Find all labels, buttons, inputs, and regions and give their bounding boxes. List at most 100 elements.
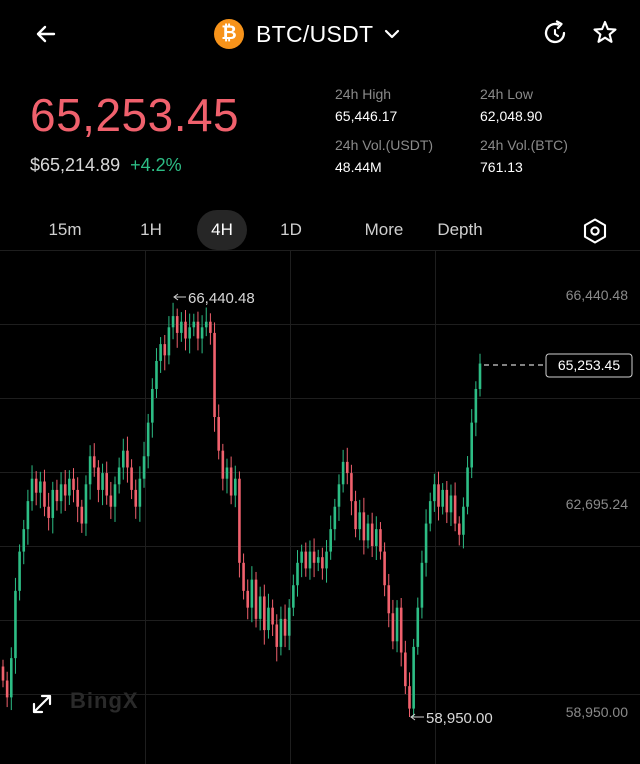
candle-body	[5, 680, 9, 698]
candle-body	[354, 501, 357, 530]
chevron-down-icon	[385, 29, 400, 39]
candle-body	[55, 489, 59, 502]
axis-label-top: 66,440.48	[566, 287, 628, 303]
last-price: 65,253.45	[30, 89, 240, 141]
candle-body	[155, 360, 158, 389]
candle-body	[292, 585, 295, 608]
candle-body	[138, 478, 142, 507]
interval-tabs: 15m 1H 4H 1D More Depth	[0, 210, 640, 252]
candle-body	[43, 481, 46, 507]
candle-body	[341, 461, 345, 485]
candle-body	[51, 489, 55, 518]
candle-body	[134, 489, 138, 507]
candle-body	[113, 484, 117, 507]
tab-15m[interactable]: 15m	[48, 220, 82, 239]
candle-body	[420, 562, 424, 608]
tab-depth[interactable]: Depth	[437, 220, 483, 239]
change-percent: +4.2%	[130, 155, 182, 175]
candle-body	[316, 557, 320, 563]
candle-body	[391, 613, 395, 642]
candle-body	[453, 495, 457, 524]
candle-body	[238, 478, 241, 563]
candle-body	[63, 484, 67, 496]
candle-body	[466, 467, 469, 507]
tab-4h[interactable]: 4H	[197, 210, 247, 250]
candle-body	[221, 450, 225, 479]
stat-label: 24h Vol.(USDT)	[335, 137, 434, 153]
candle-body	[246, 590, 250, 608]
candle-body	[26, 501, 30, 530]
pair-selector[interactable]: ₿ BTC/USDT	[214, 16, 401, 52]
candle-body	[399, 607, 403, 653]
candle-body	[445, 489, 449, 513]
candle-body	[204, 321, 208, 328]
candle-body	[1, 666, 5, 681]
candle-body	[47, 506, 50, 518]
stat-24h-low: 24h Low 62,048.90	[480, 86, 542, 124]
candle-body	[379, 529, 382, 552]
price-sub: $65,214.89 +4.2%	[30, 155, 182, 176]
stat-24h-high: 24h High 65,446.17	[335, 86, 397, 124]
back-arrow-icon[interactable]	[30, 18, 62, 50]
candle-body	[424, 523, 428, 563]
candle-body	[474, 388, 478, 423]
candle-body	[109, 495, 113, 507]
tab-1d[interactable]: 1D	[280, 220, 302, 239]
price-chart[interactable]: 66,440.48 62,695.24 58,950.00 66,440.48 …	[0, 250, 640, 764]
tab-more[interactable]: More	[364, 220, 404, 239]
stat-value: 761.13	[480, 159, 523, 175]
candle-body	[188, 327, 191, 339]
candle-body	[283, 618, 287, 636]
candle-body	[200, 327, 204, 339]
candle-body	[321, 557, 324, 569]
candle-body	[171, 316, 175, 328]
candle-body	[233, 478, 237, 496]
candle-body	[130, 467, 133, 490]
candle-body	[126, 450, 129, 468]
candle-body	[117, 467, 121, 485]
candle-body	[375, 529, 378, 546]
bingx-watermark: BingX	[70, 688, 139, 713]
candle-body	[478, 363, 482, 389]
candle-body	[416, 607, 420, 647]
stat-24h-vol-usdt: 24h Vol.(USDT) 48.44M	[335, 137, 433, 175]
candle-body	[449, 495, 453, 513]
candle-body	[121, 450, 125, 468]
candle-body	[433, 484, 436, 502]
candle-body	[263, 596, 266, 631]
candle-body	[437, 484, 440, 507]
refresh-icon[interactable]	[540, 18, 570, 48]
candle-body	[14, 590, 17, 659]
candle-body	[404, 652, 407, 687]
stat-label: 24h High	[335, 86, 392, 102]
chart-grid	[0, 250, 640, 764]
candle-body	[337, 484, 341, 507]
candle-body	[146, 422, 150, 457]
candle-body	[250, 579, 254, 608]
candle-body	[88, 456, 92, 485]
candle-body	[258, 596, 262, 619]
candle-body	[196, 321, 200, 339]
expand-icon[interactable]	[28, 690, 56, 718]
candle-body	[142, 456, 146, 479]
stat-value: 48.44M	[335, 159, 382, 175]
candle-body	[462, 506, 465, 535]
candle-body	[68, 478, 71, 496]
stat-value: 62,048.90	[480, 108, 543, 124]
candle-body	[163, 344, 167, 356]
candle-body	[97, 467, 100, 490]
candle-body	[395, 607, 399, 642]
star-icon[interactable]	[590, 18, 620, 48]
axis-label-mid: 62,695.24	[566, 496, 628, 512]
chart-settings-icon[interactable]	[580, 216, 610, 246]
candle-body	[59, 484, 63, 502]
candle-body	[308, 551, 312, 569]
candle-body	[175, 316, 179, 333]
bitcoin-icon: ₿	[214, 19, 244, 49]
candle-body	[267, 607, 270, 631]
tab-1h[interactable]: 1H	[140, 220, 162, 239]
header: ₿ BTC/USDT	[0, 0, 640, 68]
axis-label-bottom: 58,950.00	[566, 704, 628, 720]
candle-body	[366, 523, 370, 541]
candle-body	[84, 484, 88, 524]
